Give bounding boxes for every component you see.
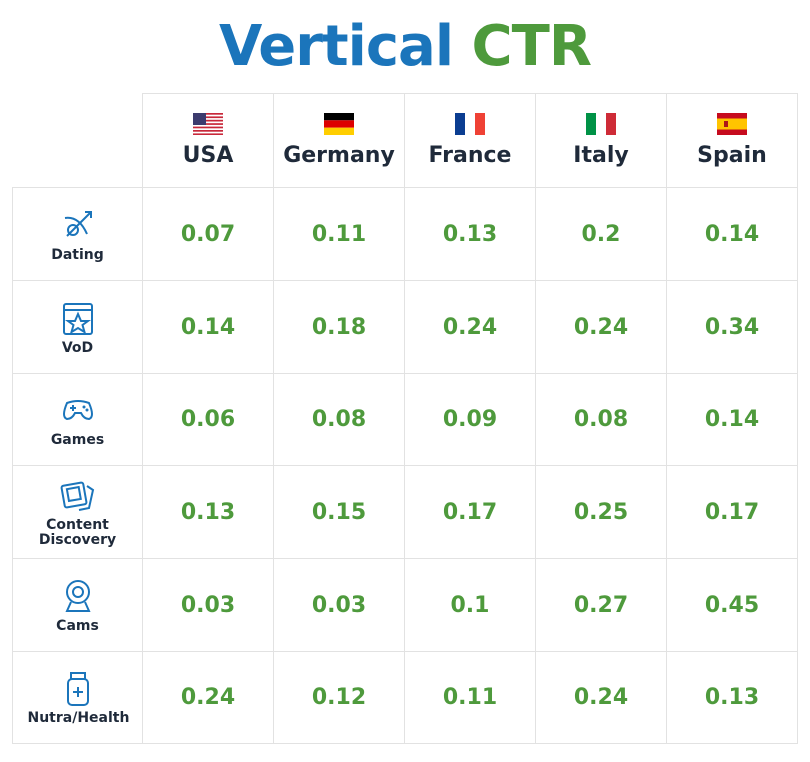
vertical-icon [64,210,92,237]
row-label: Content Discovery [38,517,117,548]
value-cell: 0.24 [404,280,536,374]
value-cell: 0.11 [404,651,536,744]
flag-icon [193,113,223,135]
row-header: Games [12,373,143,466]
ctr-value: 0.24 [573,314,629,340]
value-cell: 0.08 [535,373,667,466]
column-label: Germany [283,143,395,168]
flag-icon [324,113,354,135]
row-header: Cams [12,558,143,652]
value-cell: 0.11 [273,187,405,281]
ctr-value: 0.24 [442,314,498,340]
title: Vertical CTR [0,14,810,79]
ctr-value: 0.1 [450,592,490,618]
value-cell: 0.15 [273,465,405,559]
vertical-icon [62,400,93,421]
ctr-value: 0.27 [573,592,629,618]
value-cell: 0.2 [535,187,667,281]
value-cell: 0.18 [273,280,405,374]
value-cell: 0.24 [142,651,274,744]
value-cell: 0.45 [666,558,798,652]
row-label: Nutra/Health [27,710,130,726]
row-header: Dating [12,187,143,281]
flag-icon [586,113,616,135]
ctr-value: 0.03 [180,592,236,618]
ctr-value: 0.08 [311,407,367,432]
column-header: Spain [666,93,798,188]
ctr-value: 0.24 [180,685,236,710]
value-cell: 0.13 [666,651,798,744]
row-label: Dating [51,246,104,263]
value-cell: 0.09 [404,373,536,466]
ctr-value: 0.45 [704,592,760,618]
flag-icon [455,113,485,135]
ctr-value: 0.18 [311,314,367,340]
title-part: CTR [471,14,592,79]
column-label: USA [182,143,234,168]
ctr-value: 0.24 [573,685,629,710]
value-cell: 0.03 [273,558,405,652]
row-label: VoD [61,339,94,356]
vertical-icon [64,579,91,612]
value-cell: 0.07 [142,187,274,281]
column-header: USA [142,93,274,188]
value-cell: 0.1 [404,558,536,652]
ctr-value: 0.09 [442,407,498,432]
value-cell: 0.13 [404,187,536,281]
corner-cell [12,93,143,188]
row-header: VoD [12,280,143,374]
row-header: Content Discovery [12,465,143,559]
vertical-icon [60,481,94,511]
title-part: Vertical [219,14,454,79]
ctr-value: 0.14 [704,221,760,247]
column-label: Spain [697,143,767,168]
column-header: France [404,93,536,188]
ctr-value: 0.34 [704,314,760,340]
value-cell: 0.13 [142,465,274,559]
ctr-value: 0.03 [311,592,367,618]
column-label: France [428,143,512,168]
value-cell: 0.24 [535,280,667,374]
ctr-value: 0.17 [704,499,760,525]
value-cell: 0.25 [535,465,667,559]
ctr-value: 0.25 [573,499,629,525]
ctr-value: 0.08 [573,407,629,432]
vertical-icon [62,302,93,335]
value-cell: 0.17 [666,465,798,559]
value-cell: 0.34 [666,280,798,374]
ctr-value: 0.13 [442,221,498,247]
column-header: Italy [535,93,667,188]
ctr-value: 0.15 [311,499,367,525]
vertical-icon [66,672,89,706]
value-cell: 0.14 [666,373,798,466]
flag-icon [717,113,747,135]
column-label: Italy [573,143,629,168]
column-header: Germany [273,93,405,188]
ctr-value: 0.12 [311,685,367,710]
ctr-value: 0.13 [704,685,760,710]
ctr-value: 0.07 [180,221,236,247]
ctr-value: 0.11 [311,221,367,247]
value-cell: 0.03 [142,558,274,652]
ctr-value: 0.14 [180,314,236,340]
row-header: Nutra/Health [12,651,143,744]
value-cell: 0.06 [142,373,274,466]
value-cell: 0.14 [142,280,274,374]
row-label: Games [50,432,105,448]
row-label: Cams [56,617,99,634]
value-cell: 0.24 [535,651,667,744]
ctr-value: 0.06 [180,407,236,432]
ctr-value: 0.14 [704,407,760,432]
ctr-value: 0.13 [180,499,236,525]
value-cell: 0.08 [273,373,405,466]
ctr-value: 0.11 [442,685,498,710]
value-cell: 0.12 [273,651,405,744]
ctr-value: 0.17 [442,499,498,525]
value-cell: 0.17 [404,465,536,559]
value-cell: 0.14 [666,187,798,281]
value-cell: 0.27 [535,558,667,652]
ctr-value: 0.2 [581,221,621,247]
